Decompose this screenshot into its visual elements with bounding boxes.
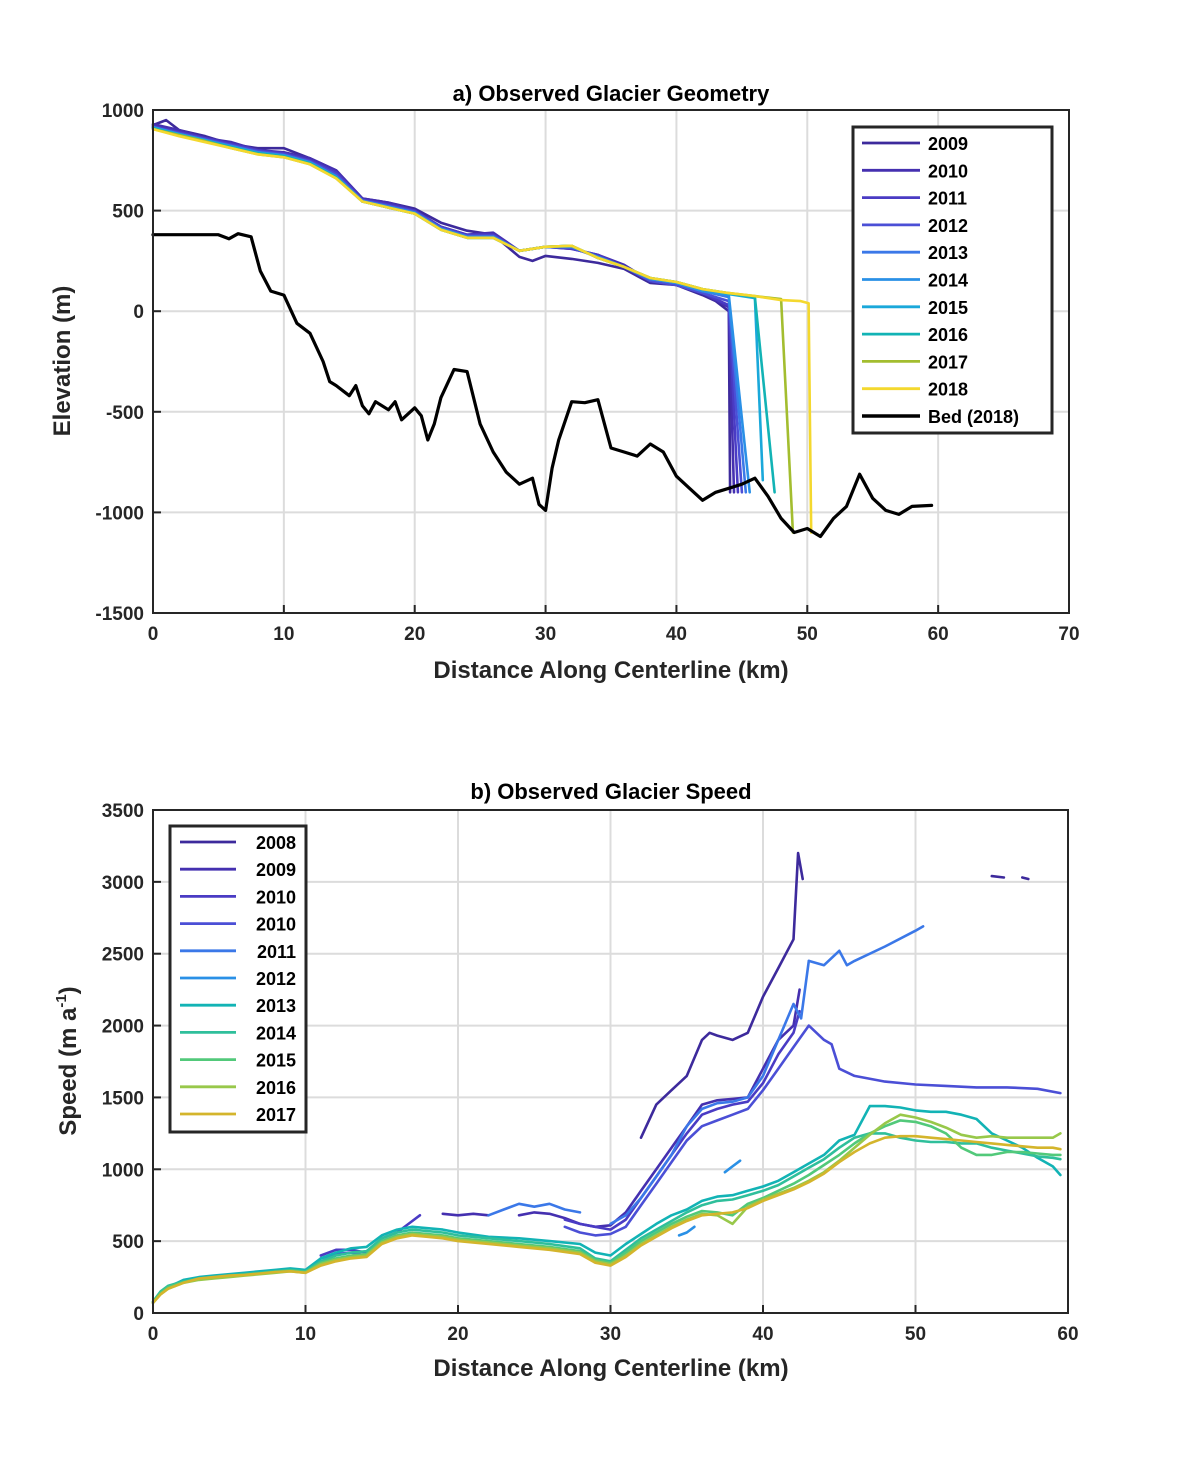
legend-entry: 2018 bbox=[928, 380, 968, 400]
x-tick-label: 0 bbox=[148, 624, 159, 645]
panel-b-ylabel: Speed (m a-1) bbox=[53, 986, 82, 1135]
y-tick-label: 3000 bbox=[102, 873, 144, 894]
panel-a-ylabel: Elevation (m) bbox=[49, 286, 76, 437]
legend-entry: Bed (2018) bbox=[928, 407, 1019, 427]
x-tick-label: 20 bbox=[447, 1324, 468, 1345]
y-tick-label: 1000 bbox=[102, 1160, 144, 1181]
legend-entry: 2012 bbox=[928, 216, 968, 236]
legend-entry: 2012 bbox=[256, 969, 296, 989]
y-tick-label: 500 bbox=[112, 1232, 144, 1253]
panel-b-ylabel-sup: -1 bbox=[53, 994, 70, 1007]
y-tick-label: -500 bbox=[106, 403, 144, 424]
legend-entry: 2011 bbox=[928, 189, 967, 209]
panel-b-legend: 2008 2009 2010 2010 2011 2012 2013 2014 2015 2016… bbox=[170, 826, 306, 1132]
panel-b-xlabel: Distance Along Centerline (km) bbox=[433, 1355, 788, 1382]
x-tick-label: 60 bbox=[1057, 1324, 1078, 1345]
x-tick-label: 10 bbox=[295, 1324, 316, 1345]
panel-a-legend: 2009 2010 2011 2012 2013 2014 2015 2016 2017 2018… bbox=[853, 127, 1052, 433]
panel-a-xlabel: Distance Along Centerline (km) bbox=[433, 657, 788, 684]
panel-b-ylabel-text: Speed (m a bbox=[55, 1007, 82, 1136]
y-tick-label: 0 bbox=[133, 302, 144, 323]
x-tick-label: 50 bbox=[797, 624, 818, 645]
x-tick-label: 50 bbox=[905, 1324, 926, 1345]
legend-entry: 2015 bbox=[928, 298, 968, 318]
legend-entry: 2009 bbox=[256, 860, 296, 880]
x-tick-label: 30 bbox=[600, 1324, 621, 1345]
x-tick-label: 60 bbox=[928, 624, 949, 645]
legend-entry: 2009 bbox=[928, 134, 968, 154]
legend-entry: 2017 bbox=[928, 352, 968, 372]
legend-entry: 2008 bbox=[256, 833, 296, 853]
legend-entry: 2014 bbox=[256, 1023, 296, 1043]
panel-b-ylabel-end: ) bbox=[55, 986, 82, 994]
legend-entry: 2014 bbox=[928, 271, 968, 291]
legend-entry: 2015 bbox=[256, 1051, 296, 1071]
legend-entry: 2013 bbox=[256, 996, 296, 1016]
panel-b-title: b) Observed Glacier Speed bbox=[470, 779, 751, 804]
x-tick-label: 20 bbox=[404, 624, 425, 645]
y-tick-label: 2500 bbox=[102, 945, 144, 966]
y-tick-label: 2000 bbox=[102, 1017, 144, 1038]
legend-entry: 2013 bbox=[928, 243, 968, 263]
x-tick-label: 40 bbox=[752, 1324, 773, 1345]
y-tick-label: 0 bbox=[133, 1304, 144, 1325]
series-line-2008 bbox=[1022, 878, 1028, 880]
legend-entry: 2010 bbox=[256, 887, 296, 907]
legend-entry: 2016 bbox=[256, 1078, 296, 1098]
x-tick-label: 40 bbox=[666, 624, 687, 645]
y-tick-label: -1000 bbox=[95, 503, 144, 524]
legend-entry: 2016 bbox=[928, 325, 968, 345]
x-tick-label: 30 bbox=[535, 624, 556, 645]
y-tick-label: 3500 bbox=[102, 801, 144, 822]
y-tick-label: -1500 bbox=[95, 604, 144, 625]
series-line-2008 bbox=[992, 876, 1004, 877]
legend-entry: 2010 bbox=[256, 915, 296, 935]
x-tick-label: 10 bbox=[273, 624, 294, 645]
y-tick-label: 1000 bbox=[102, 101, 144, 122]
y-tick-label: 500 bbox=[112, 202, 144, 223]
y-tick-label: 1500 bbox=[102, 1088, 144, 1109]
x-tick-label: 0 bbox=[148, 1324, 159, 1345]
panel-a-title: a) Observed Glacier Geometry bbox=[453, 81, 770, 106]
legend-entry: 2010 bbox=[928, 161, 968, 181]
legend-entry: 2017 bbox=[256, 1105, 296, 1125]
x-tick-label: 70 bbox=[1058, 624, 1079, 645]
legend-entry: 2011 bbox=[257, 942, 296, 962]
series-line-2009 bbox=[443, 1214, 489, 1216]
